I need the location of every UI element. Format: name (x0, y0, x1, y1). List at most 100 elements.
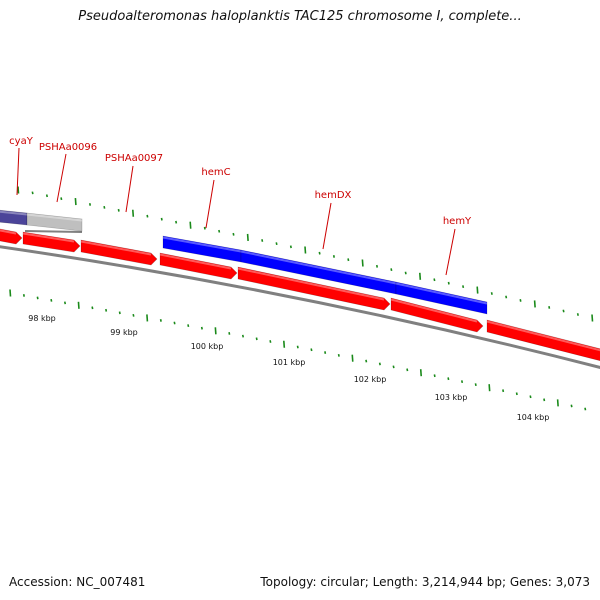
inner-tick-5 (77, 301, 80, 309)
outer-tick-29 (433, 278, 436, 282)
forward-gene-7 (486, 319, 600, 362)
other-feature-band (26, 212, 83, 232)
forward-gene-5 (237, 266, 391, 311)
outer-tick-37 (548, 306, 551, 309)
gene-label-pshaa0097: PSHAa0097 (105, 153, 163, 164)
outer-tick-38 (562, 309, 565, 313)
outer-tick-33 (490, 292, 493, 295)
outer-tick-8 (132, 209, 135, 217)
inner-tick-20 (283, 340, 286, 348)
inner-tick-13 (187, 324, 190, 328)
outer-tick-28 (419, 272, 422, 280)
inner-tick-8 (118, 311, 121, 315)
inner-tick-28 (392, 365, 395, 369)
gene-label-leader-hemdx (322, 202, 332, 250)
outer-tick-40 (591, 314, 594, 322)
forward-gene-4-highlight (159, 253, 232, 270)
inner-tick-7 (105, 308, 108, 312)
outer-tick-13 (203, 226, 206, 230)
inner-tick-23 (324, 351, 327, 354)
outer-tick-27 (404, 271, 407, 275)
inner-tick-29 (406, 368, 409, 372)
forward-gene-1 (0, 228, 23, 245)
outer-tick-36 (533, 300, 536, 308)
inner-tick-31 (433, 374, 436, 378)
rna-gene-band-highlight (0, 210, 28, 216)
inner-tick-25 (351, 354, 354, 362)
outer-tick-22 (332, 255, 335, 258)
kbp-label-2: 100 kbp (191, 342, 224, 351)
chromosome-backbone (0, 230, 600, 369)
gene-label-hemc: hemC (201, 167, 230, 178)
inner-tick-marks (9, 289, 587, 411)
outer-tick-23 (347, 258, 350, 262)
gene-label-leader-hemc (205, 179, 215, 229)
outer-tick-20 (304, 246, 307, 254)
outer-tick-0 (17, 186, 20, 194)
inner-tick-39 (543, 398, 546, 402)
outer-tick-16 (246, 233, 249, 241)
forward-gene-4 (159, 252, 238, 280)
inner-tick-15 (214, 327, 217, 335)
inner-tick-42 (584, 407, 587, 411)
forward-gene-6-highlight (390, 298, 478, 323)
inner-tick-6 (91, 306, 94, 310)
reverse-gene-hemdx-highlight (240, 250, 397, 285)
outer-tick-6 (103, 205, 106, 209)
gene-label-leader-pshaa0096 (56, 153, 67, 203)
inner-tick-10 (146, 314, 149, 322)
outer-tick-21 (318, 251, 321, 255)
reverse-gene-hemy-highlight (395, 282, 488, 305)
inner-tick-18 (255, 337, 258, 341)
outer-tick-1 (31, 191, 34, 195)
outer-tick-15 (232, 232, 235, 236)
inner-tick-37 (515, 392, 518, 396)
inner-tick-9 (132, 313, 135, 317)
outer-tick-4 (74, 198, 77, 206)
inner-tick-14 (200, 326, 203, 330)
inner-tick-33 (461, 380, 464, 384)
reverse-gene-hemc-highlight (162, 236, 242, 253)
forward-gene-3 (80, 239, 158, 266)
inner-tick-32 (447, 377, 450, 381)
gene-label-leader-pshaa0097 (125, 165, 134, 213)
outer-tick-35 (519, 299, 522, 302)
kbp-scale-labels: 98 kbp 99 kbp 100 kbp 101 kbp 102 kbp 103 kbp… (28, 314, 549, 422)
gene-labels: cyaY PSHAa0096 PSHAa0097 hemC hemDX hemY (9, 136, 472, 276)
outer-tick-24 (361, 259, 364, 267)
inner-tick-36 (502, 389, 505, 393)
outer-tick-32 (476, 286, 479, 294)
topology-summary: Topology: circular; Length: 3,214,944 bp… (260, 575, 590, 589)
kbp-label-4: 102 kbp (354, 375, 387, 384)
inner-tick-38 (529, 395, 532, 399)
outer-tick-marks (17, 186, 594, 322)
gene-label-pshaa0096: PSHAa0096 (39, 142, 97, 153)
gene-label-leader-hemy (445, 228, 456, 276)
inner-tick-22 (310, 348, 313, 352)
outer-tick-10 (160, 217, 163, 221)
forward-gene-2-highlight (22, 232, 75, 243)
inner-tick-41 (570, 404, 573, 408)
outer-tick-2 (45, 194, 48, 198)
inner-tick-11 (159, 319, 162, 322)
inner-tick-27 (378, 362, 381, 366)
inner-tick-2 (36, 296, 39, 300)
outer-tick-9 (146, 214, 149, 218)
inner-tick-24 (337, 353, 340, 357)
accession-text: Accession: NC_007481 (9, 575, 146, 589)
outer-tick-7 (117, 208, 120, 212)
gene-label-hemdx: hemDX (315, 190, 352, 201)
outer-tick-11 (175, 220, 178, 224)
outer-tick-39 (576, 313, 579, 316)
outer-tick-12 (189, 221, 192, 229)
forward-gene-1-highlight (0, 229, 17, 235)
gene-features (0, 209, 600, 362)
outer-tick-18 (275, 242, 278, 246)
gene-label-hemy: hemY (443, 216, 472, 227)
inner-tick-17 (241, 334, 245, 338)
outer-tick-34 (505, 295, 508, 299)
kbp-label-1: 99 kbp (110, 328, 138, 337)
inner-tick-26 (365, 359, 368, 363)
outer-tick-25 (375, 264, 379, 268)
